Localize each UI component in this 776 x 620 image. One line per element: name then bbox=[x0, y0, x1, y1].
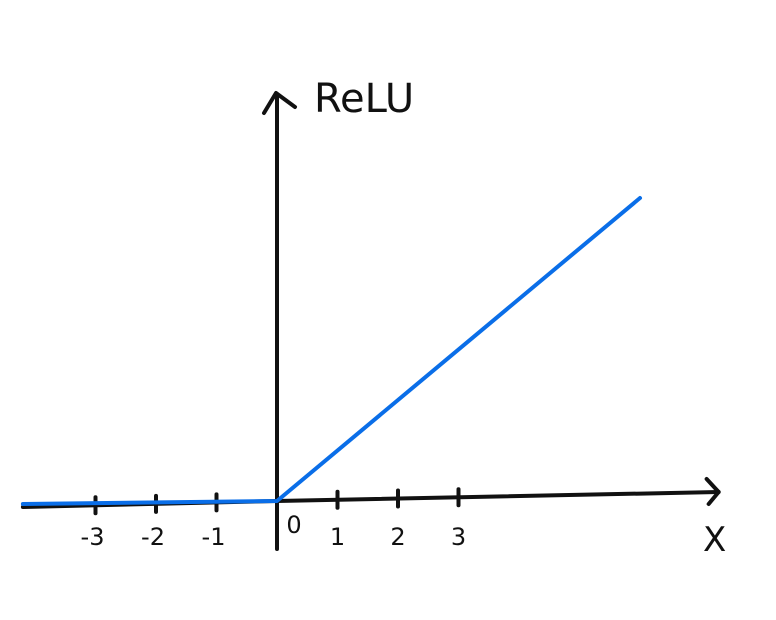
x-tick-labels: -3 -2 -1 0 1 2 3 bbox=[81, 511, 467, 551]
x-tick-label: 1 bbox=[330, 523, 345, 551]
axes bbox=[20, 91, 721, 551]
y-axis-title: ReLU bbox=[314, 76, 414, 122]
x-tick-label: 2 bbox=[390, 523, 405, 551]
series-layer bbox=[20, 196, 642, 506]
x-tick-label: 3 bbox=[451, 523, 466, 551]
x-axis-title: X bbox=[703, 520, 726, 560]
x-tick-label: -3 bbox=[81, 523, 105, 551]
y-axis-arrowhead bbox=[262, 91, 297, 115]
x-tick-label: -2 bbox=[141, 523, 165, 551]
x-axis-arrowhead bbox=[704, 477, 721, 506]
relu-series-line bbox=[20, 196, 642, 506]
x-tick-label: -1 bbox=[202, 523, 226, 551]
x-tick-label: 0 bbox=[286, 511, 301, 539]
